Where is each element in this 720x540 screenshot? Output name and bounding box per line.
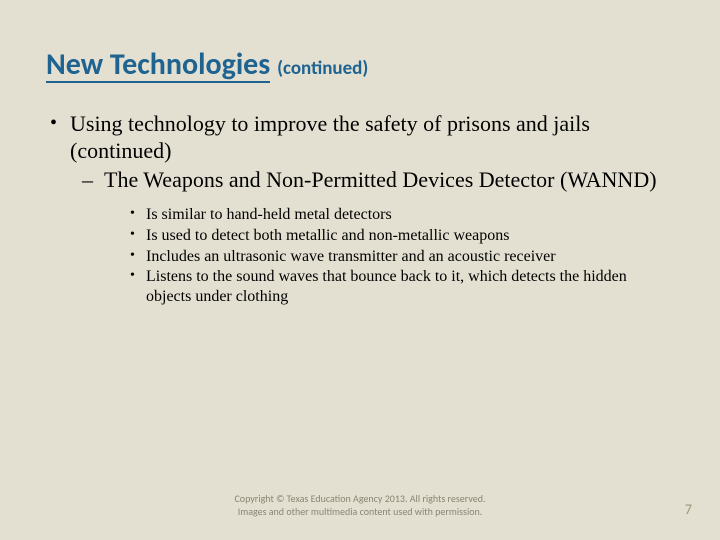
footer-line2: Images and other multimedia content used…: [0, 506, 720, 519]
slide-title: New Technologies (continued): [46, 48, 674, 83]
footer-copyright: Copyright © Texas Education Agency 2013.…: [0, 493, 720, 518]
bullet-list-level1: Using technology to improve the safety o…: [46, 111, 674, 306]
bullet-text-l3: Includes an ultrasonic wave transmitter …: [146, 248, 556, 265]
list-item: Using technology to improve the safety o…: [46, 111, 674, 306]
footer-line1: Copyright © Texas Education Agency 2013.…: [0, 493, 720, 506]
bullet-text-l3: Is used to detect both metallic and non-…: [146, 227, 509, 244]
list-item: The Weapons and Non-Permitted Devices De…: [82, 167, 674, 306]
list-item: Includes an ultrasonic wave transmitter …: [130, 247, 674, 267]
bullet-text-l3: Listens to the sound waves that bounce b…: [146, 268, 627, 305]
list-item: Is used to detect both metallic and non-…: [130, 226, 674, 246]
list-item: Is similar to hand-held metal detectors: [130, 205, 674, 225]
title-suffix: (continued): [277, 57, 368, 80]
title-main: New Technologies: [46, 48, 270, 83]
bullet-text-l1: Using technology to improve the safety o…: [70, 111, 590, 163]
bullet-text-l3: Is similar to hand-held metal detectors: [146, 206, 392, 223]
bullet-list-level2: The Weapons and Non-Permitted Devices De…: [70, 167, 674, 306]
bullet-text-l2: The Weapons and Non-Permitted Devices De…: [104, 167, 657, 192]
bullet-list-level3: Is similar to hand-held metal detectors …: [104, 205, 674, 306]
list-item: Listens to the sound waves that bounce b…: [130, 267, 674, 306]
page-number: 7: [685, 501, 692, 518]
